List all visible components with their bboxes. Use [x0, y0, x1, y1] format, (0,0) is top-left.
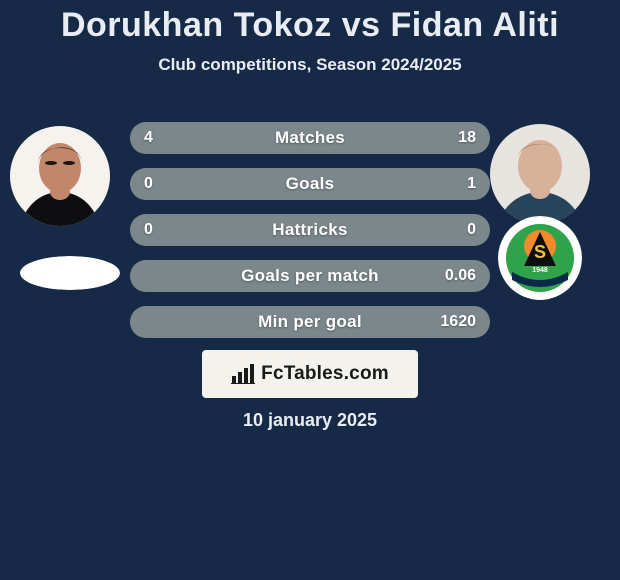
stat-value-right: 1	[467, 175, 476, 193]
brand-text: FcTables.com	[261, 363, 389, 385]
stat-value-right: 0.06	[445, 267, 476, 285]
stat-row: Goals per match 0.06	[130, 260, 490, 292]
player-right-avatar	[490, 124, 590, 224]
stat-value-left: 0	[144, 175, 153, 193]
stat-label: Goals	[286, 174, 335, 194]
player-left-avatar	[10, 126, 110, 226]
stat-row: 0 Hattricks 0	[130, 214, 490, 246]
stats-table: 4 Matches 18 0 Goals 1 0 Hattricks 0 Goals per ma…	[130, 122, 490, 352]
bar-chart-icon	[231, 364, 255, 384]
club-right-illustration: S 1948	[498, 216, 582, 300]
stat-row: 0 Goals 1	[130, 168, 490, 200]
stat-label: Matches	[275, 128, 345, 148]
player-left-illustration	[10, 126, 110, 226]
stat-value-right: 0	[467, 221, 476, 239]
club-left-illustration	[20, 256, 120, 290]
stat-label: Goals per match	[241, 266, 379, 286]
stat-label: Hattricks	[272, 220, 347, 240]
stat-value-right: 1620	[440, 313, 476, 331]
stat-row: 4 Matches 18	[130, 122, 490, 154]
comparison-card: Dorukhan Tokoz vs Fidan Aliti Club compe…	[0, 0, 620, 580]
club-right-badge: S 1948	[498, 216, 582, 300]
stat-row: Min per goal 1620	[130, 306, 490, 338]
svg-text:1948: 1948	[532, 267, 548, 274]
club-left-badge	[20, 256, 120, 290]
player-right-illustration	[490, 124, 590, 224]
stat-value-left: 4	[144, 129, 153, 147]
subtitle: Club competitions, Season 2024/2025	[0, 55, 620, 75]
svg-text:S: S	[534, 242, 546, 262]
brand-badge: FcTables.com	[202, 350, 418, 398]
stat-value-right: 18	[458, 129, 476, 147]
page-title: Dorukhan Tokoz vs Fidan Aliti	[0, 0, 620, 45]
date-label: 10 january 2025	[0, 410, 620, 431]
stat-value-left: 0	[144, 221, 153, 239]
stat-label: Min per goal	[258, 312, 362, 332]
